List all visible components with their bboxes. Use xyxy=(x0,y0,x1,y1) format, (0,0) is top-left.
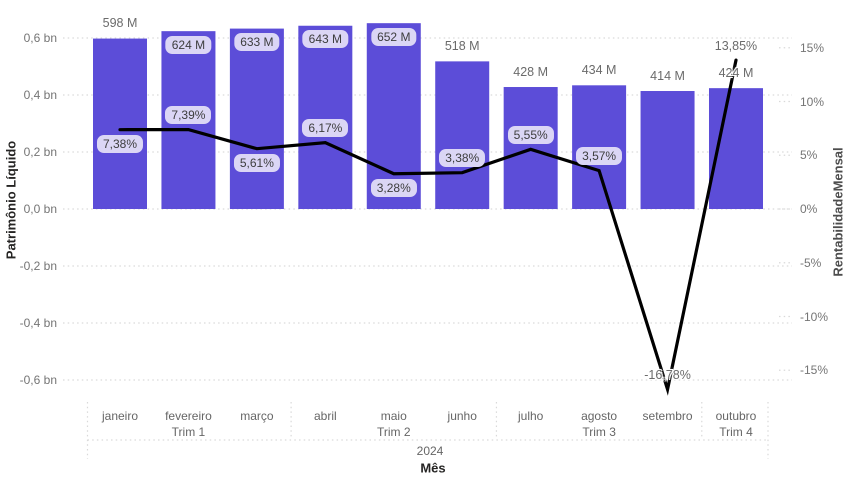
bar-fevereiro[interactable] xyxy=(161,31,216,209)
bar-agosto[interactable] xyxy=(572,85,627,209)
bar-março[interactable] xyxy=(229,28,284,209)
bar-maio[interactable] xyxy=(366,23,421,210)
line-series-rentabilidade[interactable] xyxy=(118,58,738,396)
bar-abril[interactable] xyxy=(298,25,353,210)
bar-janeiro[interactable] xyxy=(93,38,147,209)
bar-junho[interactable] xyxy=(435,61,490,210)
bar-setembro[interactable] xyxy=(640,91,695,209)
